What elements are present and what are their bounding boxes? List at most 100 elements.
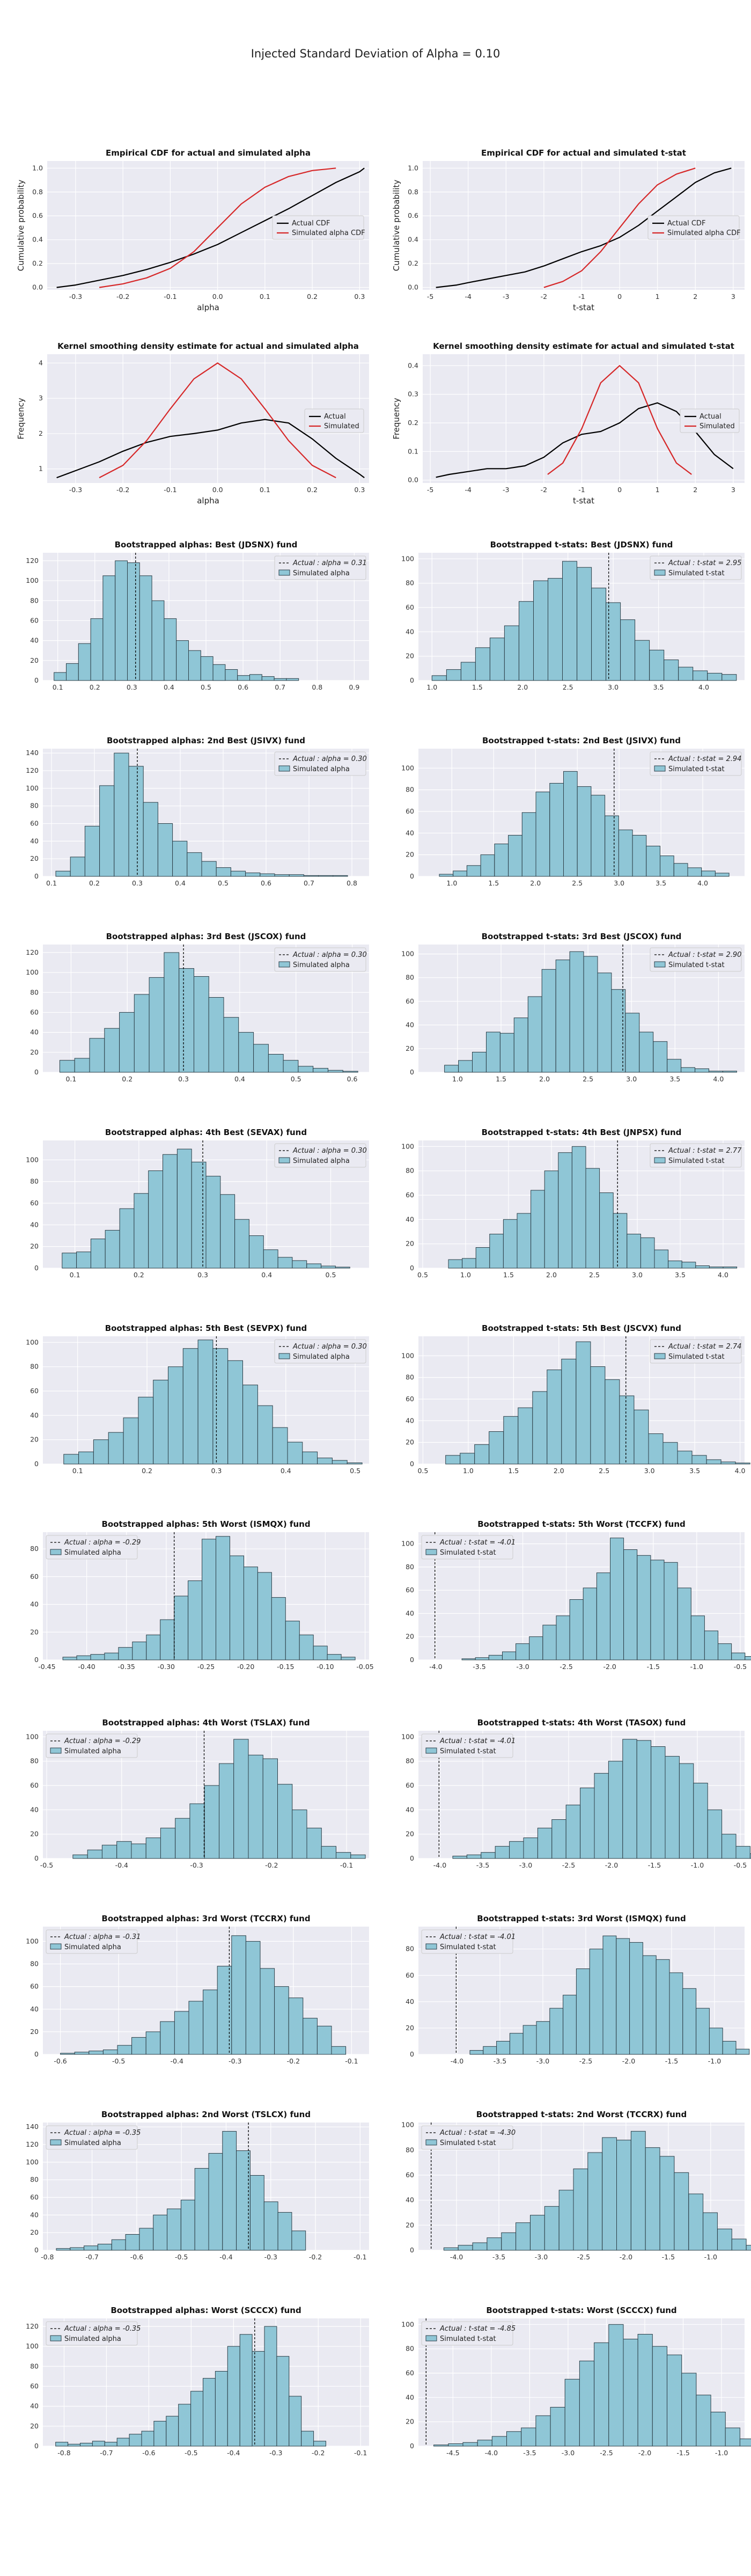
- histogram-bar: [739, 2438, 751, 2447]
- histogram-bar: [489, 1234, 504, 1269]
- panel-title: Bootstrapped alphas: 2nd Worst (TSLCX) f…: [101, 2110, 311, 2119]
- y-tick-label: 0: [410, 1068, 414, 1076]
- x-tick-label: -1.0: [691, 1861, 704, 1869]
- panel-title: Bootstrapped t-stats: 4th Best (JNPSX) f…: [482, 1128, 682, 1137]
- histogram-bar: [313, 2441, 326, 2447]
- x-tick-label: -0.2: [287, 2057, 300, 2065]
- series-line-simulated: [547, 365, 692, 475]
- legend-swatch: [654, 1157, 666, 1163]
- histogram-bar: [731, 2238, 747, 2251]
- legend-swatch: [278, 765, 290, 772]
- histogram-bar: [529, 1636, 543, 1660]
- x-tick-label: -0.5: [734, 1663, 747, 1671]
- histogram-bar: [620, 619, 636, 681]
- legend-box: [421, 1733, 513, 1758]
- histogram-bar: [579, 2360, 595, 2447]
- x-tick-label: -1.5: [648, 1861, 661, 1869]
- y-tick-label: 100: [401, 1540, 414, 1548]
- y-tick-label: 4: [39, 358, 43, 367]
- x-tick-label: -2.5: [562, 1861, 575, 1869]
- chart-panel-12: Bootstrapped t-stats: 4th Best (JNPSX) f…: [401, 1128, 745, 1279]
- x-tick-label: 3.5: [656, 879, 666, 887]
- y-tick-label: 0: [34, 1854, 39, 1862]
- histogram-bar: [84, 2245, 98, 2251]
- x-tick-label: 2.0: [539, 1075, 550, 1083]
- histogram-bar: [245, 872, 261, 877]
- histogram-bar: [72, 1854, 88, 1859]
- x-tick-label: 1.0: [463, 1467, 474, 1475]
- histogram-bar: [475, 1657, 489, 1660]
- histogram-bar: [102, 2050, 118, 2055]
- x-tick-label: 0.0: [212, 292, 223, 301]
- histogram-bar: [605, 1379, 620, 1465]
- histogram-bar: [203, 2378, 216, 2447]
- histogram-bar: [248, 1754, 263, 1859]
- chart-panel-24: Bootstrapped t-stats: Worst (SCCCX) fund…: [401, 2306, 751, 2457]
- histogram-bar: [495, 1846, 510, 1859]
- histogram-bar: [502, 1651, 517, 1660]
- legend-label: Simulated alpha: [293, 961, 350, 969]
- histogram-bar: [114, 752, 129, 877]
- histogram-bar: [66, 663, 79, 681]
- histogram-bar: [509, 2033, 524, 2055]
- x-tick-label: 0.8: [312, 683, 322, 691]
- y-tick-label: 40: [30, 1805, 39, 1813]
- y-tick-label: 80: [30, 596, 39, 604]
- legend-label: Actual : alpha = 0.30: [292, 1343, 367, 1351]
- histogram-bar: [70, 857, 85, 877]
- y-tick-label: 0: [34, 1656, 39, 1664]
- histogram-bar: [230, 1555, 244, 1660]
- x-tick-label: -2: [541, 292, 547, 301]
- x-tick-label: -2.5: [559, 1663, 572, 1671]
- histogram-bar: [594, 2342, 609, 2447]
- histogram-bar: [274, 1986, 289, 2055]
- histogram-bar: [475, 647, 490, 681]
- histogram-bar: [549, 783, 564, 877]
- y-tick-label: 100: [401, 950, 414, 958]
- histogram-bar: [594, 1773, 609, 1859]
- histogram-bar: [735, 1846, 750, 1859]
- chart-panel-20: Bootstrapped t-stats: 3rd Worst (ISMQX) …: [406, 1914, 750, 2065]
- histogram-bar: [707, 672, 723, 681]
- x-tick-label: 1.0: [460, 1271, 471, 1279]
- histogram-bar: [653, 1041, 668, 1073]
- x-tick-label: -3.0: [535, 2253, 548, 2261]
- histogram-bar: [445, 1455, 461, 1465]
- y-tick-label: 40: [406, 1805, 414, 1813]
- y-tick-label: 20: [30, 1048, 39, 1056]
- y-tick-label: 40: [406, 1215, 414, 1223]
- panel-title: Bootstrapped alphas: 3rd Worst (TCCRX) f…: [101, 1914, 310, 1923]
- chart-panel-16: Bootstrapped t-stats: 5th Worst (TCCFX) …: [401, 1519, 751, 1671]
- y-tick-label: 1: [39, 465, 43, 473]
- legend-label: Simulated t-stat: [668, 569, 725, 577]
- histogram-bar: [637, 2334, 653, 2447]
- legend-swatch: [50, 2335, 62, 2341]
- chart-panel-7: Bootstrapped alphas: 2nd Best (JSIVX) fu…: [26, 736, 369, 887]
- histogram-bar: [533, 580, 548, 681]
- histogram-bar: [219, 1763, 234, 1859]
- x-tick-label: 0.6: [347, 1075, 358, 1083]
- y-tick-label: 60: [30, 2193, 39, 2201]
- y-axis-label: Cumulative probability: [392, 180, 401, 272]
- y-tick-label: 0.6: [408, 211, 418, 219]
- histogram-bar: [237, 675, 251, 681]
- histogram-bar: [677, 1451, 693, 1465]
- y-tick-label: 0: [410, 1264, 414, 1272]
- histogram-bar: [174, 1596, 189, 1660]
- histogram-bar: [54, 672, 67, 681]
- legend-label: Simulated alpha: [64, 2335, 121, 2343]
- x-tick-label: 4.0: [735, 1467, 746, 1475]
- histogram-bar: [458, 2245, 473, 2251]
- histogram-bar: [577, 567, 592, 681]
- histogram-bar: [723, 1071, 737, 1073]
- legend-label: Simulated: [324, 422, 359, 430]
- y-tick-label: 40: [30, 1411, 39, 1419]
- histogram-bar: [160, 1827, 176, 1859]
- panel-title: Bootstrapped t-stats: Best (JDSNX) fund: [490, 540, 673, 550]
- histogram-bar: [260, 1968, 275, 2055]
- legend-box: [421, 2321, 513, 2346]
- histogram-bar: [271, 1597, 286, 1660]
- x-tick-label: -0.3: [69, 486, 82, 494]
- x-tick-label: 0.4: [234, 1075, 245, 1083]
- chart-panel-21: Bootstrapped alphas: 2nd Worst (TSLCX) f…: [26, 2110, 369, 2261]
